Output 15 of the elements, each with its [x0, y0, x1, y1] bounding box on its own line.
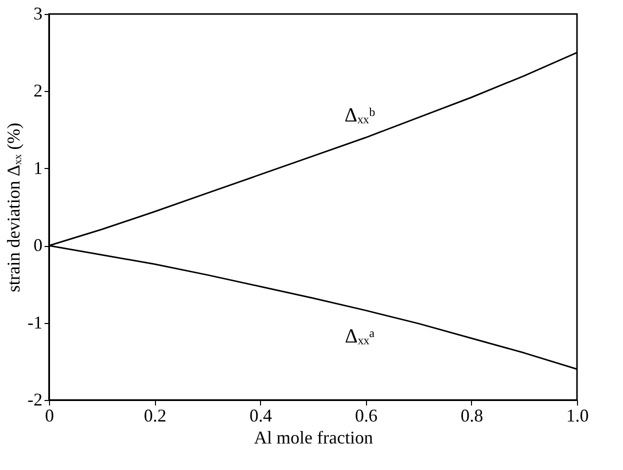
y-tick-label: 1 [34, 158, 42, 178]
x-tick-label: 1.0 [566, 406, 589, 426]
x-tick-label: 0.4 [249, 406, 272, 426]
y-tick-label: -2 [28, 390, 42, 410]
x-tick-label: 0.6 [355, 406, 378, 426]
x-tick-label: 0.2 [144, 406, 166, 426]
y-tick-label: 0 [34, 235, 42, 256]
y-axis-title: strain deviation Δₓₓ (%) [4, 122, 24, 292]
y-tick-label: 2 [34, 80, 42, 101]
x-tick-label: 0.8 [460, 406, 484, 426]
series-label: Δₓₓᵇ [344, 104, 376, 127]
x-axis-title: Al mole fraction [254, 428, 373, 448]
series-label: Δₓₓᵃ [344, 325, 376, 348]
y-tick-label: -1 [28, 312, 42, 332]
y-tick-label: 3 [34, 4, 42, 24]
